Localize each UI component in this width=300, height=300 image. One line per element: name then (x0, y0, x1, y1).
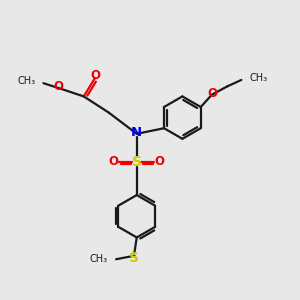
Text: O: O (155, 155, 165, 168)
Text: S: S (129, 251, 139, 265)
Text: O: O (90, 69, 100, 82)
Text: CH₃: CH₃ (90, 254, 108, 264)
Text: N: N (130, 126, 142, 139)
Text: S: S (132, 155, 142, 169)
Text: O: O (53, 80, 63, 93)
Text: O: O (109, 155, 119, 168)
Text: CH₃: CH₃ (17, 76, 35, 86)
Text: CH₃: CH₃ (250, 74, 268, 83)
Text: O: O (207, 87, 217, 100)
